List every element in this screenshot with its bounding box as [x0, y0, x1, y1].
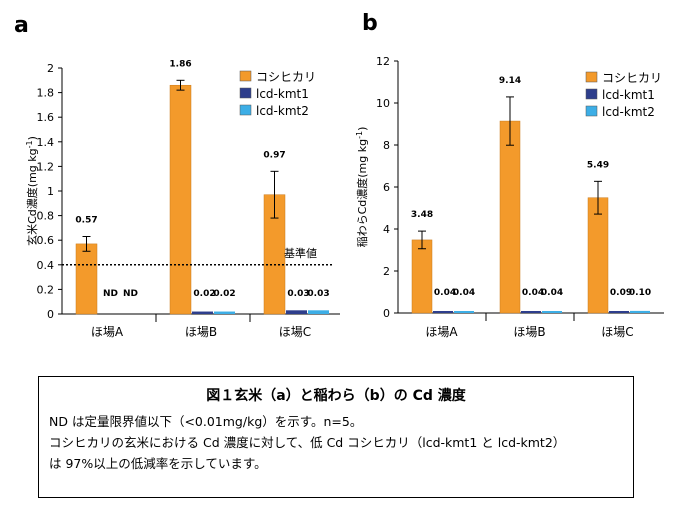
- bar: [630, 310, 650, 313]
- bar: [433, 311, 453, 313]
- data-label: 0.04: [522, 288, 544, 298]
- y-tick-label: 0.6: [37, 234, 55, 247]
- caption-note-nd: ND は定量限界値以下（<0.01mg/kg）を示す。n=5。: [49, 414, 363, 429]
- y-tick-label: 1.2: [37, 160, 55, 173]
- bar: [214, 311, 235, 314]
- legend-swatch: [585, 71, 598, 83]
- bar: [542, 311, 562, 313]
- data-label: 0.04: [434, 288, 456, 298]
- y-tick-label: 0: [47, 308, 54, 321]
- caption-description-2: は 97%以上の低減率を示しています。: [49, 456, 267, 471]
- y-tick-label: 8: [383, 139, 390, 152]
- bar: [192, 311, 213, 314]
- legend-swatch: [239, 70, 252, 82]
- caption-description-1: コシヒカリの玄米における Cd 濃度に対して、低 Cd コシヒカリ（lcd-km…: [49, 435, 566, 450]
- bar: [308, 310, 329, 314]
- x-category-label: ほ場B: [513, 325, 545, 339]
- data-label: 0.09: [610, 288, 632, 298]
- y-tick-label: 1.4: [37, 136, 55, 149]
- y-tick-label: 2: [47, 62, 54, 75]
- bar: [609, 311, 629, 313]
- legend-swatch: [585, 88, 598, 100]
- data-label: 0.02: [213, 289, 235, 299]
- data-label: 0.03: [307, 289, 329, 299]
- bar: [521, 311, 541, 313]
- panel-label: a: [14, 13, 29, 38]
- legend-swatch: [239, 87, 252, 99]
- y-tick-label: 4: [383, 223, 390, 236]
- bar-charts: a 0 0.2 0.4 0.6 0.8 1 1.2 1.4 1.6 1.8 2 玄米Cd濃度(mg kg…: [14, 11, 664, 339]
- bar: [286, 310, 307, 314]
- y-tick-label: 1: [47, 185, 54, 198]
- legend-label: コシヒカリ: [256, 70, 316, 84]
- legend-label: lcd-kmt2: [602, 105, 655, 119]
- y-axis-label: 玄米Cd濃度(mg kg-1): [25, 136, 39, 246]
- x-category-label: ほ場B: [185, 325, 217, 339]
- y-axis-label: 稲わらCd濃度(mg kg-1): [355, 127, 369, 248]
- data-label: 9.14: [499, 76, 521, 86]
- legend-label: lcd-kmt1: [602, 88, 655, 102]
- data-label: ND: [123, 289, 138, 299]
- legend-label: lcd-kmt1: [256, 87, 309, 101]
- figure-caption: 図１玄米（a）と稲わら（b）の Cd 濃度 ND は定量限界値以下（<0.01m…: [38, 376, 634, 498]
- data-label: 0.57: [75, 216, 97, 226]
- panel-label: b: [362, 11, 378, 36]
- bar: [169, 84, 192, 315]
- y-tick-label: 2: [383, 265, 390, 278]
- data-label: 3.48: [411, 210, 433, 220]
- y-tick-label: 1.6: [37, 111, 55, 124]
- data-label: 0.04: [541, 288, 563, 298]
- y-tick-label: 1.8: [37, 87, 55, 100]
- x-category-label: ほ場A: [425, 325, 458, 339]
- y-tick-label: 6: [383, 181, 390, 194]
- legend-swatch: [239, 104, 252, 116]
- x-category-label: ほ場C: [601, 325, 633, 339]
- legend-label: コシヒカリ: [602, 71, 662, 85]
- data-label: 1.86: [169, 59, 191, 69]
- y-tick-label: 0.4: [37, 259, 55, 272]
- data-label: ND: [103, 289, 118, 299]
- reference-line-label: 基準値: [284, 246, 317, 260]
- y-tick-label: 0: [383, 307, 390, 320]
- y-tick-label: 0.8: [37, 210, 55, 223]
- data-label: 0.02: [193, 289, 215, 299]
- x-category-label: ほ場C: [279, 325, 311, 339]
- bar: [411, 239, 433, 314]
- legend-label: lcd-kmt2: [256, 104, 309, 118]
- data-label: 0.97: [263, 150, 285, 160]
- y-tick-label: 10: [376, 97, 390, 110]
- bar: [499, 120, 521, 314]
- y-tick-label: 0.2: [37, 283, 55, 296]
- x-category-label: ほ場A: [91, 325, 124, 339]
- bar: [454, 311, 474, 313]
- caption-title: 図１玄米（a）と稲わら（b）の Cd 濃度: [206, 388, 466, 404]
- data-label: 0.03: [287, 289, 309, 299]
- y-tick-label: 12: [376, 55, 390, 68]
- data-label: 0.04: [453, 288, 475, 298]
- data-label: 0.10: [629, 288, 651, 298]
- legend-swatch: [585, 105, 598, 117]
- data-label: 5.49: [587, 160, 609, 170]
- chart-panel-a: a 0 0.2 0.4 0.6 0.8 1 1.2 1.4 1.6 1.8 2 玄米Cd濃度(mg kg…: [14, 13, 340, 339]
- bar: [75, 243, 98, 315]
- bar: [587, 197, 609, 314]
